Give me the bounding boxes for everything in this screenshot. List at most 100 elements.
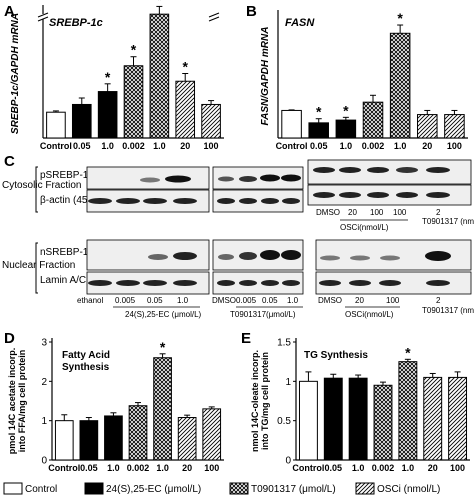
blot-cyto-t-top (212, 166, 304, 190)
band (239, 252, 257, 260)
band (217, 280, 235, 286)
bar (308, 122, 329, 139)
bar (444, 114, 465, 139)
blot-cyto-t-bottom (212, 189, 304, 213)
ec-group-label: 24(S),25-EC (μmol/L) (125, 310, 202, 319)
x-tick-label: 100 (447, 141, 462, 151)
osci-tick-label: 100 (370, 208, 384, 217)
band (282, 198, 300, 204)
bar (298, 380, 318, 461)
chart-title: TG Synthesis (304, 350, 368, 361)
y-tick-label: 1 (41, 416, 47, 427)
cytosolic-band1-label: pSREBP-1 (125kDa) (40, 170, 132, 181)
x-tick-label: 0.05 (325, 463, 343, 473)
x-tick-label: Control (292, 463, 324, 473)
x-tick-label: 100 (204, 141, 219, 151)
band (379, 280, 401, 286)
band (396, 192, 418, 198)
legend-label-t0901317: T0901317 (μmol/L) (251, 484, 336, 495)
x-tick-label: 100 (450, 463, 465, 473)
osci-tick-label: 100 (393, 208, 407, 217)
bar (423, 376, 443, 461)
y-axis-label: into TG/mg cell protein (260, 352, 270, 450)
x-tick-label: 0.05 (80, 463, 98, 473)
axis-break-mark (208, 16, 220, 22)
significance-star: * (105, 69, 111, 85)
chart-title: FASN (285, 17, 315, 29)
axis-break-mark (208, 12, 220, 18)
t-tick-label-dmso: DMSO (212, 296, 236, 305)
t0901317-nmol-label: T0901317 (nmol/L) (422, 217, 474, 226)
band (281, 174, 301, 182)
band (282, 280, 300, 286)
nuclear-band1-label: nSREBP-1 (67kDa) (40, 247, 127, 258)
significance-star: * (343, 102, 349, 118)
ec-tick-label-ethanol: ethanol (77, 296, 103, 305)
legend-swatch-t0901317 (229, 482, 249, 495)
bar (128, 405, 148, 461)
band (173, 198, 197, 204)
osci-tick-label: 2 (436, 296, 441, 305)
x-tick-label: 20 (180, 141, 190, 151)
bar (362, 101, 384, 139)
band (239, 198, 257, 204)
bar (175, 80, 196, 139)
x-tick-label: 1.0 (340, 141, 353, 151)
panel-letter-c: C (4, 153, 15, 170)
chart-e-tg-synthesis: 0 0.5 1 1.5 Control 0.05 1.0 0.002 * 1.0 20 100 TG S… (250, 338, 470, 473)
x-tick-label: 1.0 (107, 463, 120, 473)
x-tick-label: Control (276, 141, 308, 151)
bar (417, 114, 438, 139)
nuclear-bracket (35, 242, 38, 294)
bar (123, 65, 144, 139)
axis-break-gap (38, 14, 48, 19)
band (88, 280, 112, 286)
bar (448, 376, 468, 461)
y-axis-label: nmol 14C-oleate incorp. (250, 350, 260, 452)
cytosolic-bracket (35, 166, 38, 213)
significance-star: * (182, 59, 188, 75)
bar (281, 109, 302, 139)
x-tick-label: 0.05 (73, 141, 91, 151)
x-tick-label: 1.0 (402, 463, 415, 473)
y-tick-label: 0 (41, 456, 47, 467)
nuclear-band2-label: Lamin A/C (67kDa) (40, 275, 124, 286)
band (239, 176, 257, 182)
blot-nuc-t-bottom (212, 271, 304, 295)
band (350, 255, 370, 261)
band (281, 250, 301, 260)
axis-break-gap (210, 14, 220, 19)
x-tick-label: 20 (428, 463, 438, 473)
y-axis-label: FASN/GAPDH mRNA (260, 27, 271, 126)
t-tick-label: 0.05 (262, 296, 278, 305)
x-tick-label: Control (48, 463, 80, 473)
y-axis-label: into FFA/mg cell protein (17, 350, 27, 453)
x-tick-label: 0.002 (122, 141, 145, 151)
band (239, 280, 257, 286)
y-tick-label: 2 (41, 377, 47, 388)
significance-star: * (131, 42, 137, 58)
bar (104, 415, 123, 461)
x-tick-label: 100 (204, 463, 219, 473)
bar (389, 32, 411, 139)
axis-break-mark (37, 16, 49, 22)
bar (79, 420, 99, 461)
ec-tick-label: 0.05 (147, 296, 163, 305)
band (313, 192, 335, 198)
t-tick-label: 0.005 (236, 296, 257, 305)
significance-star: * (157, 0, 163, 7)
band (261, 280, 279, 286)
band (313, 167, 335, 173)
x-tick-label: Control (40, 141, 72, 151)
axis-break-mark (37, 12, 49, 18)
t0901317-nmol-label: T0901317 (nmol/L) (422, 306, 474, 315)
bar (201, 103, 221, 139)
band (339, 192, 361, 198)
band (396, 167, 418, 173)
band (367, 192, 389, 198)
band (320, 255, 340, 261)
x-tick-label: 0.002 (372, 463, 395, 473)
cytosolic-fraction-label: Cytosolic Fraction (2, 180, 81, 191)
